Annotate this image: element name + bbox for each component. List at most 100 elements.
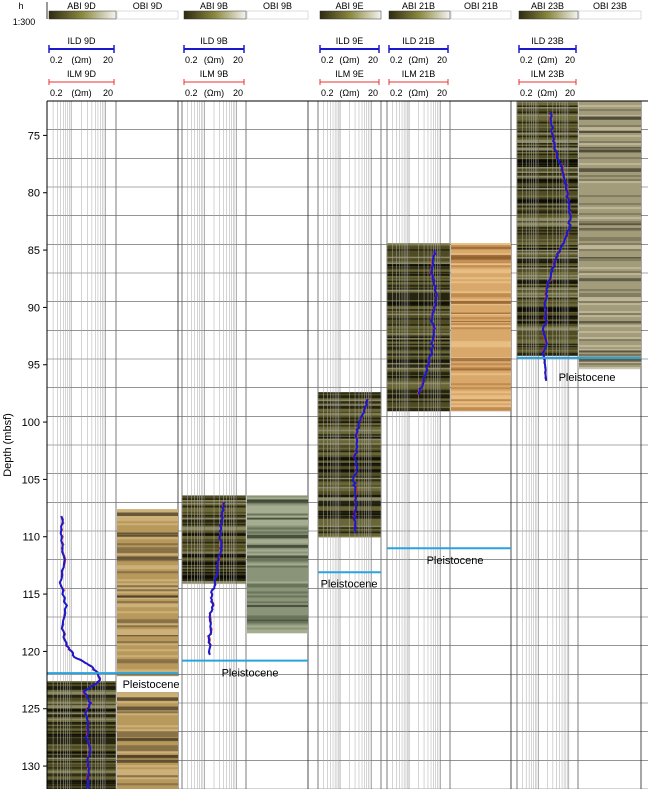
- depth-tick-label: 105: [22, 474, 40, 486]
- log-gridlines: [181, 101, 247, 789]
- log-gridlines: [317, 101, 382, 789]
- ild-unit: (Ωm): [204, 55, 224, 65]
- ild-label: ILD 9E: [336, 36, 364, 46]
- ilm-range-min: 0.2: [50, 88, 63, 98]
- log-gridlines: [386, 101, 451, 789]
- depth-tick-label: 90: [28, 302, 40, 314]
- depth-tick-label: 110: [22, 532, 40, 544]
- depth-tick-label: 120: [22, 646, 40, 658]
- ild-range-min: 0.2: [390, 55, 403, 65]
- depth-tick-label: 95: [28, 360, 40, 372]
- ild-curve: [541, 111, 572, 381]
- hole-column-4: Pleistocene: [516, 101, 642, 789]
- ilm-range-min: 0.2: [520, 88, 533, 98]
- scale-ratio-label: 1:300: [13, 17, 36, 27]
- abi-track-label: ABI 9D: [67, 1, 96, 11]
- obi-scale-bar: [450, 10, 512, 20]
- abi-track-label: ABI 9B: [200, 1, 228, 11]
- ilm-unit: (Ωm): [204, 88, 224, 98]
- depth-axis: 75 80 85 90 95 100 105 110 115 120 125 130: [22, 130, 47, 773]
- pleistocene-label: Pleistocene: [321, 578, 378, 590]
- ilm-range-max: 20: [437, 88, 447, 98]
- scale-h-label: h: [18, 1, 23, 11]
- depth-tick-label: 85: [28, 245, 40, 257]
- abi-scale-bar: [388, 10, 451, 20]
- ild-unit: (Ωm): [537, 55, 557, 65]
- hole-column-0: Pleistocene: [46, 101, 185, 789]
- ild-curve: [58, 515, 102, 789]
- ild-label: ILD 9B: [200, 36, 228, 46]
- ild-unit: (Ωm): [408, 55, 428, 65]
- ilm-range-max: 20: [233, 88, 243, 98]
- hole-column-1: Pleistocene: [181, 101, 309, 789]
- ild-label: ILD 21B: [402, 36, 435, 46]
- ild-range-max: 20: [103, 55, 113, 65]
- obi-scale-bar: [578, 10, 642, 20]
- abi-scale-bar: [518, 10, 579, 20]
- ild-range-max: 20: [565, 55, 575, 65]
- abi-track-label: ABI 21B: [402, 1, 435, 11]
- hole-column-3: Pleistocene: [386, 101, 512, 789]
- ilm-label: ILM 9B: [200, 69, 229, 79]
- ild-label: ILD 23B: [531, 36, 564, 46]
- ilm-range-min: 0.2: [321, 88, 334, 98]
- obi-scale-bar: [246, 10, 309, 20]
- ild-unit: (Ωm): [71, 55, 91, 65]
- ild-range-min: 0.2: [185, 55, 198, 65]
- ild-range-max: 20: [437, 55, 447, 65]
- depth-tick-label: 75: [28, 130, 40, 142]
- ild-label: ILD 9D: [67, 36, 96, 46]
- ild-range-min: 0.2: [321, 55, 334, 65]
- ilm-range-max: 20: [103, 88, 113, 98]
- ilm-unit: (Ωm): [71, 88, 91, 98]
- obi-image: [247, 495, 308, 634]
- obi-track-label: OBI 21B: [464, 1, 498, 11]
- abi-scale-bar: [48, 10, 117, 20]
- ilm-label: ILM 23B: [531, 69, 565, 79]
- hole-column-2: Pleistocene: [317, 101, 382, 789]
- log-gridlines: [516, 101, 579, 789]
- ilm-label: ILM 9E: [335, 69, 364, 79]
- ild-range-min: 0.2: [50, 55, 63, 65]
- ilm-unit: (Ωm): [339, 88, 359, 98]
- abi-scale-bar: [319, 10, 382, 20]
- ild-curve: [417, 249, 438, 395]
- ild-curve: [352, 398, 369, 534]
- obi-track-label: OBI 9B: [263, 1, 292, 11]
- depth-tick-label: 125: [22, 704, 40, 716]
- ilm-unit: (Ωm): [408, 88, 428, 98]
- ild-range-min: 0.2: [520, 55, 533, 65]
- obi-image: [579, 101, 641, 370]
- abi-scale-bar: [183, 10, 247, 20]
- ild-curve: [207, 501, 226, 656]
- ild-range-max: 20: [368, 55, 378, 65]
- ilm-range-max: 20: [565, 88, 575, 98]
- abi-track-label: ABI 23B: [531, 1, 564, 11]
- depth-tick-label: 100: [22, 417, 40, 429]
- ilm-label: ILM 9D: [67, 69, 97, 79]
- obi-scale-bar: [116, 10, 179, 20]
- ild-range-max: 20: [233, 55, 243, 65]
- abi-track-label: ABI 9E: [335, 1, 363, 11]
- depth-axis-label: Depth (mbsf): [2, 413, 14, 477]
- ilm-range-min: 0.2: [185, 88, 198, 98]
- ilm-label: ILM 21B: [402, 69, 436, 79]
- boundary-label-backdrop: [117, 676, 185, 693]
- pleistocene-label: Pleistocene: [559, 372, 616, 384]
- obi-image: [117, 509, 178, 789]
- pleistocene-label: Pleistocene: [123, 679, 180, 691]
- pleistocene-label: Pleistocene: [222, 668, 279, 680]
- log-gridlines: [46, 101, 117, 789]
- ilm-unit: (Ωm): [537, 88, 557, 98]
- depth-tick-label: 115: [22, 589, 40, 601]
- depth-tick-label: 130: [22, 761, 40, 773]
- ild-unit: (Ωm): [339, 55, 359, 65]
- obi-track-label: OBI 9D: [133, 1, 163, 11]
- ilm-range-min: 0.2: [390, 88, 403, 98]
- obi-image: [451, 243, 511, 412]
- pleistocene-label: Pleistocene: [427, 555, 484, 567]
